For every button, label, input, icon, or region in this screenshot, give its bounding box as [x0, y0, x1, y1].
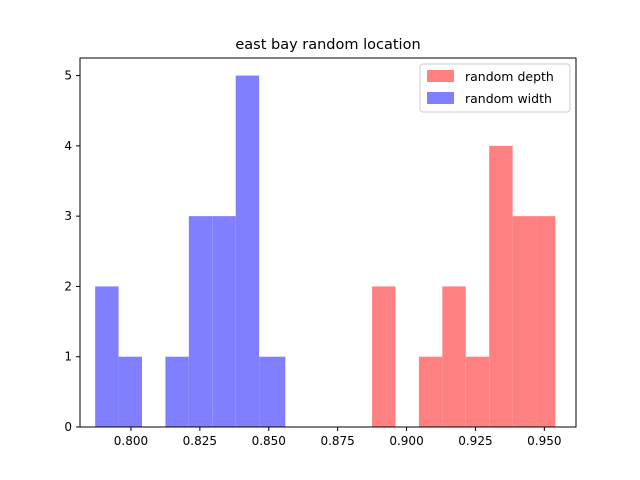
y-tick-label: 3 — [64, 209, 72, 223]
legend-label: random width — [465, 91, 552, 106]
legend-swatch — [427, 92, 454, 104]
axes-layer: 0.800 0.825 0.850 0.875 0.900 0.925 0.950 0 1 2 3 4… — [64, 57, 577, 448]
y-tick-label: 4 — [64, 139, 72, 153]
legend: random depth random width — [419, 63, 571, 113]
y-tick-label: 0 — [64, 420, 72, 434]
bar-random-depth-0 — [372, 286, 396, 427]
bar-random-width-0 — [95, 286, 119, 427]
y-tick-label: 5 — [64, 69, 72, 83]
bars-layer — [95, 75, 556, 428]
bar-random-width-5 — [235, 75, 260, 428]
x-tick-label: 0.825 — [183, 434, 217, 448]
bar-random-width-4 — [212, 216, 236, 427]
x-tick-label: 0.950 — [527, 434, 561, 448]
x-tick-label: 0.900 — [389, 434, 423, 448]
bar-random-depth-1 — [418, 356, 443, 427]
chart-title: east bay random location — [235, 37, 420, 53]
x-tick-label: 0.875 — [320, 434, 354, 448]
plot-frame — [79, 57, 577, 428]
legend-label: random depth — [465, 69, 554, 84]
legend-box — [419, 63, 571, 113]
bar-random-width-3 — [188, 216, 213, 427]
bar-random-width-6 — [259, 356, 286, 427]
bar-random-width-1 — [118, 356, 142, 427]
x-tick-label: 0.925 — [458, 434, 492, 448]
x-tick-label: 0.800 — [114, 434, 148, 448]
bar-random-depth-2 — [442, 286, 466, 427]
y-tick-label: 1 — [64, 350, 72, 364]
bar-random-depth-6 — [536, 216, 556, 427]
bar-random-width-2 — [165, 356, 189, 427]
y-tick-label: 2 — [64, 279, 72, 293]
bar-random-depth-3 — [465, 356, 490, 427]
legend-swatch — [427, 70, 454, 82]
x-tick-label: 0.850 — [252, 434, 286, 448]
bar-random-depth-4 — [489, 145, 513, 427]
bar-random-depth-5 — [512, 216, 537, 427]
